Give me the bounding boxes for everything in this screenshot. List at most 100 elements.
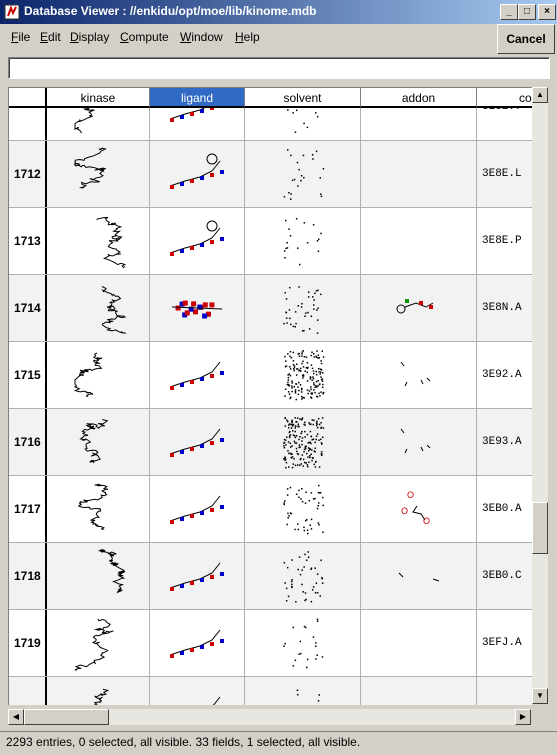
addon-cell[interactable]	[361, 141, 477, 207]
addon-cell[interactable]	[361, 208, 477, 274]
table-row[interactable]: 1712 3E8E.L	[9, 141, 532, 208]
kinase-cell[interactable]	[47, 409, 150, 475]
table-row[interactable]: 1715 3E92.A	[9, 342, 532, 409]
header-code[interactable]: co	[477, 88, 532, 108]
table-row[interactable]: 1713 3E8E.P	[9, 208, 532, 275]
kinase-cell[interactable]	[47, 476, 150, 542]
header-addon[interactable]: addon	[361, 88, 477, 108]
vertical-scroll-thumb[interactable]	[532, 502, 548, 554]
addon-cell[interactable]	[361, 610, 477, 676]
header-kinase[interactable]: kinase	[47, 88, 150, 108]
command-input[interactable]	[9, 58, 547, 78]
solvent-cell[interactable]	[245, 208, 361, 274]
kinase-structure-icon	[79, 419, 109, 464]
ligand-structure-icon	[212, 696, 221, 705]
addon-cell[interactable]	[361, 543, 477, 609]
ligand-cell[interactable]	[150, 677, 245, 705]
menu-help[interactable]: Help	[235, 30, 260, 44]
solvent-cell[interactable]	[245, 543, 361, 609]
kinase-structure-icon	[93, 688, 110, 705]
solvent-cell[interactable]	[245, 342, 361, 408]
table-row[interactable]	[9, 677, 532, 705]
code-cell[interactable]: 3E8N.A	[477, 275, 532, 341]
kinase-structure-icon	[74, 618, 114, 671]
scroll-down-button[interactable]: ▼	[532, 688, 548, 704]
menu-compute[interactable]: Compute	[120, 30, 169, 44]
solvent-molecules-icon	[283, 618, 324, 669]
ligand-cell[interactable]	[150, 342, 245, 408]
maximize-button[interactable]: □	[518, 4, 536, 20]
ligand-cell[interactable]	[150, 543, 245, 609]
addon-cell[interactable]	[361, 342, 477, 408]
vertical-scrollbar[interactable]: ▲ ▼	[532, 87, 548, 704]
code-cell[interactable]: 3E93.A	[477, 409, 532, 475]
solvent-cell[interactable]	[245, 409, 361, 475]
row-number-cell[interactable]: 1712	[9, 141, 47, 207]
row-number-cell[interactable]: 1719	[9, 610, 47, 676]
row-number-cell[interactable]: 1714	[9, 275, 47, 341]
kinase-cell[interactable]	[47, 275, 150, 341]
menu-window[interactable]: Window	[180, 30, 223, 44]
table-row[interactable]: 1718 3EB0.C	[9, 543, 532, 610]
menu-display[interactable]: Display	[70, 30, 110, 44]
ligand-cell[interactable]	[150, 476, 245, 542]
table-row[interactable]: 1714 3E8N.A	[9, 275, 532, 342]
row-number-cell[interactable]: 1718	[9, 543, 47, 609]
ligand-cell[interactable]	[150, 141, 245, 207]
row-number-cell[interactable]	[9, 88, 47, 140]
ligand-cell[interactable]	[150, 610, 245, 676]
kinase-structure-icon	[97, 549, 126, 593]
row-number-cell[interactable]: 1717	[9, 476, 47, 542]
solvent-cell[interactable]	[245, 275, 361, 341]
minimize-button[interactable]: _	[500, 4, 518, 20]
code-cell[interactable]: 3EB0.C	[477, 543, 532, 609]
table-row[interactable]: 1719 3EFJ.A	[9, 610, 532, 677]
row-number-cell[interactable]: 1713	[9, 208, 47, 274]
ligand-cell[interactable]	[150, 409, 245, 475]
code-cell[interactable]: 3E92.A	[477, 342, 532, 408]
title-bar: Database Viewer : //enkidu/opt/moe/lib/k…	[0, 0, 557, 24]
kinase-cell[interactable]	[47, 342, 150, 408]
table-row[interactable]: 1717 O O O 3EB0.A	[9, 476, 532, 543]
database-table: 3E8E.?17123E8E.L17133E8E.P17143E8N.A1715…	[8, 87, 532, 705]
addon-cell[interactable]	[361, 275, 477, 341]
header-solvent[interactable]: solvent	[245, 88, 361, 108]
kinase-cell[interactable]	[47, 543, 150, 609]
header-ligand[interactable]: ligand	[150, 88, 245, 108]
scroll-right-button[interactable]: ▶	[515, 709, 531, 725]
addon-cell[interactable]	[361, 677, 477, 705]
solvent-molecules-icon	[283, 286, 322, 334]
solvent-cell[interactable]	[245, 476, 361, 542]
scroll-left-button[interactable]: ◀	[8, 709, 24, 725]
solvent-cell[interactable]	[245, 141, 361, 207]
scroll-up-button[interactable]: ▲	[532, 87, 548, 103]
solvent-cell[interactable]	[245, 677, 361, 705]
row-number-cell[interactable]: 1716	[9, 409, 47, 475]
ligand-cell[interactable]	[150, 275, 245, 341]
kinase-cell[interactable]	[47, 677, 150, 705]
row-number-cell[interactable]: 1715	[9, 342, 47, 408]
horizontal-scroll-thumb[interactable]	[24, 709, 109, 725]
kinase-cell[interactable]	[47, 208, 150, 274]
command-field[interactable]	[8, 57, 550, 79]
cancel-button[interactable]: Cancel	[497, 24, 555, 54]
ligand-cell[interactable]	[150, 208, 245, 274]
close-button[interactable]: ×	[538, 4, 556, 20]
code-cell[interactable]: 3EB0.A	[477, 476, 532, 542]
menu-edit[interactable]: Edit	[40, 30, 61, 44]
addon-cell[interactable]	[361, 88, 477, 140]
code-cell[interactable]: 3EFJ.A	[477, 610, 532, 676]
code-cell[interactable]: 3E8E.L	[477, 141, 532, 207]
code-cell[interactable]: 3E8E.P	[477, 208, 532, 274]
code-cell[interactable]	[477, 677, 532, 705]
addon-cell[interactable]	[361, 409, 477, 475]
table-row[interactable]: 1716 3E93.A	[9, 409, 532, 476]
solvent-cell[interactable]	[245, 610, 361, 676]
menu-file[interactable]: File	[11, 30, 31, 44]
kinase-cell[interactable]	[47, 610, 150, 676]
ligand-structure-icon	[171, 300, 223, 319]
horizontal-scrollbar[interactable]: ◀ ▶	[8, 709, 531, 725]
kinase-cell[interactable]	[47, 141, 150, 207]
row-number-cell[interactable]	[9, 677, 47, 705]
